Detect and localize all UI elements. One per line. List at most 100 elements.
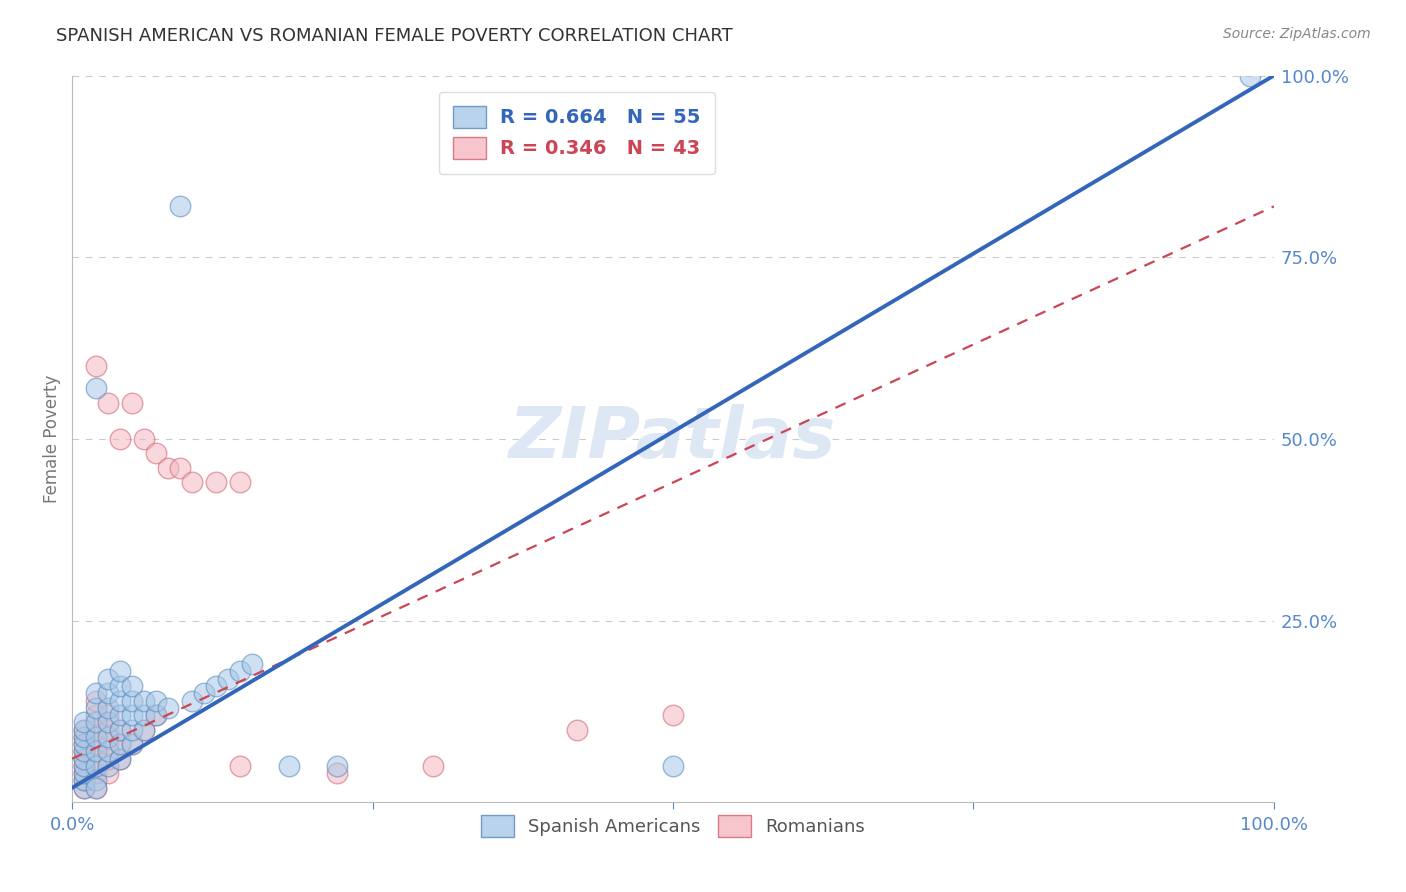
Point xyxy=(97,752,120,766)
Point xyxy=(84,723,107,737)
Legend: Spanish Americans, Romanians: Spanish Americans, Romanians xyxy=(474,807,872,844)
Point xyxy=(84,693,107,707)
Point xyxy=(73,773,96,788)
Point xyxy=(97,730,120,744)
Point xyxy=(84,766,107,780)
Point xyxy=(205,679,228,693)
Point xyxy=(325,766,347,780)
Point xyxy=(422,759,444,773)
Point xyxy=(134,723,156,737)
Point xyxy=(229,665,252,679)
Point xyxy=(84,752,107,766)
Point xyxy=(84,730,107,744)
Y-axis label: Female Poverty: Female Poverty xyxy=(44,375,60,503)
Point xyxy=(110,737,132,751)
Point xyxy=(110,432,132,446)
Point xyxy=(73,780,96,795)
Point xyxy=(121,395,143,409)
Point xyxy=(157,461,180,475)
Point xyxy=(565,723,588,737)
Point xyxy=(73,766,96,780)
Point xyxy=(110,708,132,723)
Point xyxy=(84,780,107,795)
Point xyxy=(169,461,191,475)
Point xyxy=(145,708,167,723)
Point xyxy=(217,672,239,686)
Point xyxy=(73,737,96,751)
Point xyxy=(110,723,132,737)
Point xyxy=(73,730,96,744)
Text: Source: ZipAtlas.com: Source: ZipAtlas.com xyxy=(1223,27,1371,41)
Point xyxy=(97,723,120,737)
Point xyxy=(229,475,252,490)
Point xyxy=(110,752,132,766)
Text: ZIPatlas: ZIPatlas xyxy=(509,404,837,474)
Point xyxy=(84,759,107,773)
Point xyxy=(73,744,96,758)
Point xyxy=(84,708,107,723)
Point xyxy=(97,686,120,700)
Point xyxy=(97,708,120,723)
Point xyxy=(73,723,96,737)
Point xyxy=(121,737,143,751)
Point xyxy=(145,446,167,460)
Point xyxy=(73,715,96,730)
Point xyxy=(181,693,204,707)
Point xyxy=(157,700,180,714)
Point xyxy=(97,672,120,686)
Point xyxy=(84,715,107,730)
Point xyxy=(73,759,96,773)
Point xyxy=(662,708,685,723)
Point xyxy=(134,432,156,446)
Point xyxy=(205,475,228,490)
Point xyxy=(97,715,120,730)
Point xyxy=(145,708,167,723)
Point xyxy=(121,708,143,723)
Point xyxy=(97,766,120,780)
Point xyxy=(73,744,96,758)
Point xyxy=(84,744,107,758)
Point xyxy=(662,759,685,773)
Point xyxy=(229,759,252,773)
Point xyxy=(121,737,143,751)
Point xyxy=(134,693,156,707)
Point xyxy=(110,693,132,707)
Point xyxy=(110,752,132,766)
Point xyxy=(134,708,156,723)
Point xyxy=(97,395,120,409)
Point xyxy=(121,693,143,707)
Point xyxy=(1239,69,1261,83)
Point xyxy=(110,665,132,679)
Point xyxy=(73,780,96,795)
Point xyxy=(84,381,107,395)
Point xyxy=(73,723,96,737)
Point xyxy=(169,199,191,213)
Point xyxy=(110,679,132,693)
Point xyxy=(181,475,204,490)
Point xyxy=(121,679,143,693)
Point xyxy=(73,730,96,744)
Point xyxy=(145,693,167,707)
Point xyxy=(110,723,132,737)
Point xyxy=(84,737,107,751)
Point xyxy=(84,700,107,714)
Point xyxy=(325,759,347,773)
Point xyxy=(73,759,96,773)
Point xyxy=(134,723,156,737)
Point xyxy=(97,700,120,714)
Point xyxy=(73,752,96,766)
Point xyxy=(73,737,96,751)
Point xyxy=(84,780,107,795)
Point xyxy=(97,737,120,751)
Point xyxy=(110,737,132,751)
Point xyxy=(73,752,96,766)
Point xyxy=(121,723,143,737)
Text: SPANISH AMERICAN VS ROMANIAN FEMALE POVERTY CORRELATION CHART: SPANISH AMERICAN VS ROMANIAN FEMALE POVE… xyxy=(56,27,733,45)
Point xyxy=(73,773,96,788)
Point xyxy=(84,359,107,374)
Point xyxy=(277,759,299,773)
Point xyxy=(73,766,96,780)
Point xyxy=(242,657,264,672)
Point xyxy=(84,686,107,700)
Point xyxy=(193,686,215,700)
